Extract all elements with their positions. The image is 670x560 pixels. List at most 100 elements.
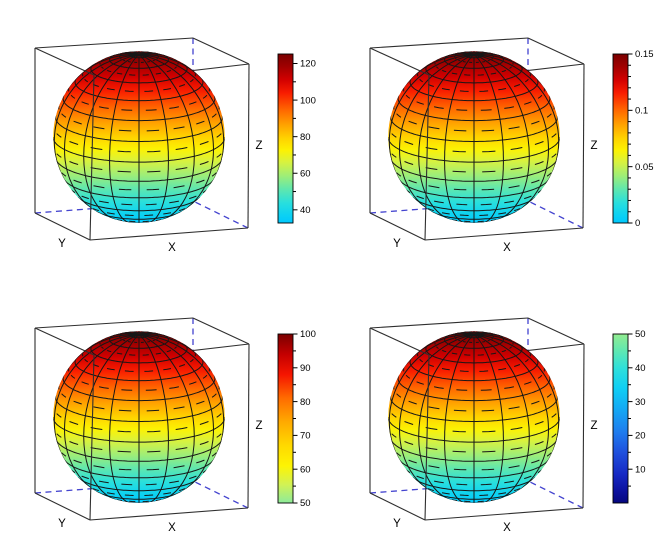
sphere-3d-plot-top-left: X Y Z 120 100 80 60 40: [34, 37, 316, 254]
sphere-3d-plot-bottom-left: X Y Z 100 90 80 70 60 50: [34, 317, 316, 534]
colorbar-tick-label: 100: [300, 329, 316, 340]
box-edge-bottom-front-right: [424, 507, 584, 521]
sphere-facet-dashes: [391, 51, 557, 223]
axis-labels: X Y Z: [393, 140, 597, 254]
colorbar-tick-label: 0.15: [635, 49, 654, 60]
colorbar-tick-label: 80: [300, 132, 311, 143]
box-edge-right-vertical: [247, 63, 250, 229]
colorbar-ticks: 0.15 0.1 0.05 0: [628, 49, 654, 229]
box-edge-right-vertical: [247, 343, 250, 509]
plot-panel-bottom-right: X Y Z 50 40 30 20 10: [335, 280, 670, 560]
axis-label-z: Z: [590, 420, 597, 432]
sphere-mesh: [53, 331, 225, 503]
box-edge-bottom-front-right: [89, 227, 249, 241]
colorbar-tick-label: 10: [635, 464, 646, 475]
box-edge-top-right-back: [527, 37, 585, 65]
colorbar-tick-label: 0: [635, 218, 640, 229]
box-edge-front-vertical: [424, 74, 430, 241]
axis-label-y: Y: [58, 238, 66, 250]
axis-label-x: X: [503, 242, 511, 254]
box-edges-front: [369, 327, 430, 521]
box-edges-front: [34, 327, 95, 521]
box-edge-bottom-right-back: [527, 200, 584, 229]
axis-label-y: Y: [393, 238, 401, 250]
sphere-facet-dashes: [56, 331, 222, 503]
axis-label-z: Z: [590, 140, 597, 152]
colorbar-tick-label: 70: [300, 431, 311, 442]
plot-panel-top-right: X Y Z 0.15 0.1 0.05 0: [335, 0, 670, 280]
box-edge-top-left-back: [34, 37, 194, 49]
colorbar-tick-label: 20: [635, 431, 646, 442]
box-edges-front: [369, 47, 430, 241]
box-edge-front-vertical: [424, 354, 430, 521]
colorbar: 0.15 0.1 0.05 0: [612, 49, 654, 229]
sphere: [388, 51, 560, 223]
colorbar-tick-label: 100: [300, 95, 316, 106]
box-edge-front-vertical: [89, 354, 95, 521]
box-edges-behind: [34, 317, 250, 521]
box-edge-bottom-front-right: [89, 507, 249, 521]
colorbar-tick-label: 50: [635, 329, 646, 340]
sphere-meridians: [53, 331, 225, 503]
sphere-mesh: [388, 51, 560, 223]
axis-label-x: X: [503, 522, 511, 534]
sphere-3d-plot-bottom-right: X Y Z 50 40 30 20 10: [369, 317, 646, 534]
box-edge-top-right-back: [192, 317, 250, 345]
colorbar-tick-label: 0.05: [635, 162, 654, 173]
colorbar-tick-label: 0.1: [635, 106, 648, 117]
colorbar: 100 90 80 70 60 50: [277, 329, 316, 509]
axis-label-x: X: [168, 522, 176, 534]
colorbar-tick-label: 60: [300, 464, 311, 475]
plot-panel-top-left: X Y Z 120 100 80 60 40: [0, 0, 335, 280]
colorbar-tick-label: 90: [300, 363, 311, 374]
box-edge-top-front-left: [34, 327, 95, 356]
colorbar-gradient: [612, 53, 629, 224]
axis-label-y: Y: [58, 518, 66, 530]
sphere-meridians: [388, 331, 560, 503]
colorbar-gradient: [277, 53, 294, 224]
axis-labels: X Y Z: [393, 420, 597, 534]
sphere: [53, 331, 225, 503]
axis-label-y: Y: [393, 518, 401, 530]
colorbar-ticks: 50 40 30 20 10: [628, 329, 646, 487]
box-edge-top-front-left: [34, 47, 95, 76]
sphere-meridians: [388, 51, 560, 223]
box-edge-bottom-front-left: [369, 212, 426, 241]
box-edge-right-vertical: [582, 63, 585, 229]
box-edge-top-front-left: [369, 327, 430, 356]
colorbar-tick-label: 120: [300, 59, 316, 70]
sphere-facet-dashes: [56, 51, 222, 223]
box-edge-top-right-back: [192, 37, 250, 65]
colorbar-ticks: 100 90 80 70 60 50: [293, 329, 316, 509]
box-edge-bottom-front-right: [424, 227, 584, 241]
colorbar-ticks: 120 100 80 60 40: [293, 59, 316, 216]
colorbar-tick-label: 40: [635, 363, 646, 374]
sphere-meridians: [53, 51, 225, 223]
sphere-3d-plot-top-right: X Y Z 0.15 0.1 0.05 0: [369, 37, 654, 254]
box-edge-top-right-back: [527, 317, 585, 345]
axis-labels: X Y Z: [58, 420, 262, 534]
colorbar: 120 100 80 60 40: [277, 53, 316, 224]
axis-labels: X Y Z: [58, 140, 262, 254]
box-edge-bottom-right-back: [192, 480, 249, 509]
axis-label-z: Z: [255, 420, 262, 432]
colorbar-tick-label: 60: [300, 168, 311, 179]
box-edge-bottom-right-back: [527, 480, 584, 509]
axis-label-x: X: [168, 242, 176, 254]
sphere: [388, 331, 560, 503]
colorbar: 50 40 30 20 10: [612, 329, 646, 504]
sphere: [53, 51, 225, 223]
plot-panel-bottom-left: X Y Z 100 90 80 70 60 50: [0, 280, 335, 560]
box-edge-top-left-back: [34, 317, 194, 329]
box-edge-bottom-front-left: [369, 492, 426, 521]
box-edge-bottom-right-back: [192, 200, 249, 229]
colorbar-tick-label: 30: [635, 397, 646, 408]
colorbar-tick-label: 40: [300, 205, 311, 216]
colorbar-gradient: [612, 333, 629, 504]
colorbar-tick-label: 50: [300, 498, 311, 509]
box-edge-bottom-front-left: [34, 492, 91, 521]
box-edges-front: [34, 47, 95, 241]
box-edge-bottom-front-left: [34, 212, 91, 241]
box-edge-top-left-back: [369, 37, 529, 49]
